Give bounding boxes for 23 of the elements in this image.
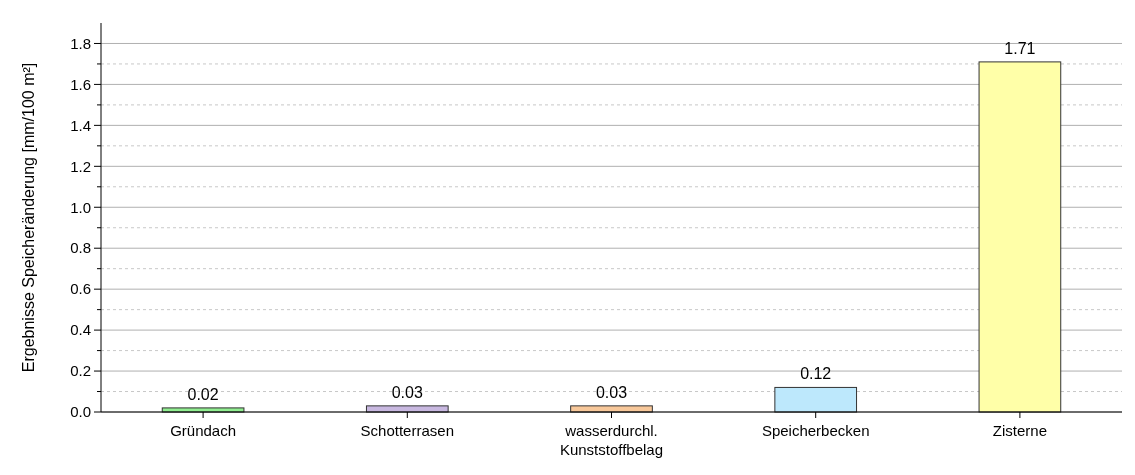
text: 0.4 bbox=[70, 321, 91, 339]
x-tick-label: Zisterne bbox=[992, 422, 1047, 439]
data-label: 1.71 bbox=[1004, 39, 1036, 57]
text: 0.2 bbox=[70, 362, 91, 380]
data-label: 0.03 bbox=[595, 383, 628, 401]
text: 0.0 bbox=[70, 403, 91, 421]
x-tick-label: Schotterrasen bbox=[360, 422, 454, 439]
text: 1.8 bbox=[70, 34, 91, 52]
data-label: 0.12 bbox=[800, 365, 832, 383]
text: 1.2 bbox=[70, 157, 91, 175]
data-label: 0.03 bbox=[391, 383, 423, 401]
x-tick-label: wasserdurchl. Kunststoffbelag bbox=[559, 422, 664, 458]
text: 0.6 bbox=[70, 280, 91, 298]
x-tick-label: Gründach bbox=[170, 422, 237, 439]
text: 1.4 bbox=[70, 116, 91, 134]
text: 0.8 bbox=[70, 239, 91, 257]
text: 1.0 bbox=[70, 198, 91, 216]
data-label: 0.02 bbox=[187, 385, 219, 403]
bar bbox=[774, 386, 858, 413]
text: 1.6 bbox=[70, 75, 91, 93]
x-tick-label: Speicherbecken bbox=[761, 422, 870, 439]
y-axis-title: Ergebnisse Speicheränderung [mm/100 m²] bbox=[20, 62, 37, 373]
bar bbox=[978, 61, 1062, 413]
